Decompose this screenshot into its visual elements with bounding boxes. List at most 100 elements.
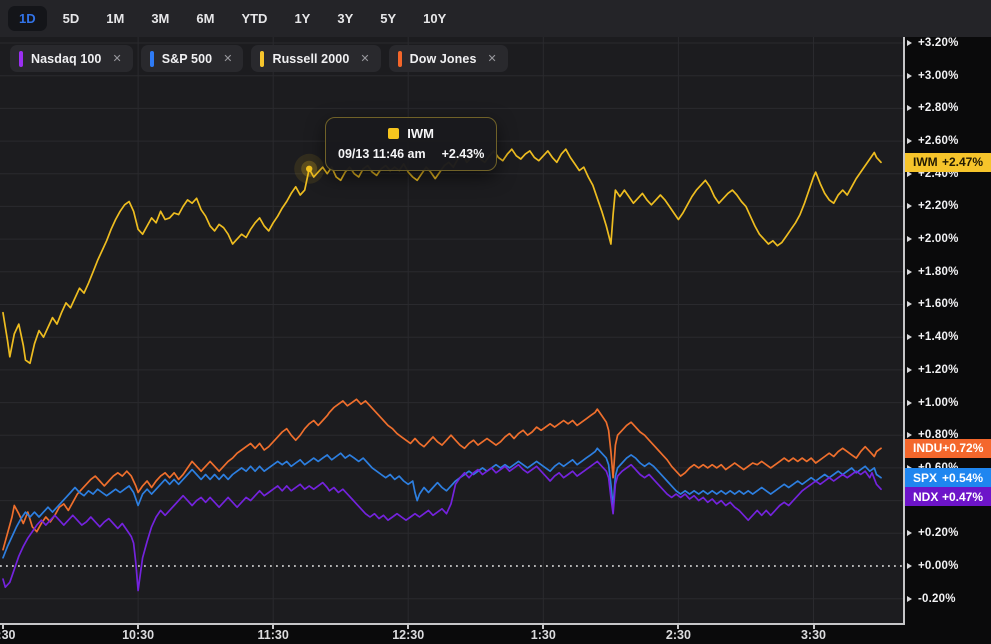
y-tick-label: +0.20% bbox=[918, 527, 959, 540]
y-tick-arrow-icon bbox=[907, 595, 912, 602]
chart-tooltip: IWM 09/13 11:46 am +2.43% bbox=[325, 117, 498, 171]
y-tick-1.80: +1.80% bbox=[905, 265, 959, 279]
x-axis: 9:30 10:30 11:30 12:30 1:30 2:30 3:30 bbox=[0, 623, 991, 644]
x-tick-label-11-30: 11:30 bbox=[257, 628, 289, 642]
ticker-chip-dow-jones[interactable]: Dow Jones ✕ bbox=[388, 45, 508, 72]
y-tick-label: +0.00% bbox=[918, 560, 959, 572]
chip-label: Dow Jones bbox=[409, 51, 477, 66]
y-tick-arrow-icon bbox=[907, 105, 912, 112]
range-button-10y[interactable]: 10Y bbox=[412, 6, 457, 31]
series-color-bar bbox=[19, 50, 23, 67]
x-tick-mark bbox=[812, 625, 815, 629]
y-tick-3.00: +3.00% bbox=[905, 69, 959, 83]
x-tick-mark bbox=[677, 625, 680, 629]
y-tick-arrow-icon bbox=[907, 268, 912, 275]
y-tick-arrow-icon bbox=[907, 72, 912, 79]
chart-plot-area[interactable]: Nasdaq 100 ✕ S&P 500 ✕ Russell 2000 ✕ Dow Jone… bbox=[0, 37, 903, 623]
tooltip-value: +2.43% bbox=[441, 147, 485, 161]
chart-region: Nasdaq 100 ✕ S&P 500 ✕ Russell 2000 ✕ Dow Jone… bbox=[0, 37, 991, 623]
y-tick-label: +3.20% bbox=[918, 37, 959, 49]
y-tick-label: +1.40% bbox=[918, 331, 959, 344]
y-tick-label: +2.80% bbox=[918, 102, 959, 115]
x-tick-label-3-30: 3:30 bbox=[800, 628, 827, 642]
tooltip-series-swatch bbox=[388, 128, 400, 139]
y-tick-arrow-icon bbox=[907, 170, 912, 177]
y-tick-label: +0.80% bbox=[918, 429, 959, 442]
range-button-5d[interactable]: 5D bbox=[52, 6, 91, 31]
y-tick-2.00: +2.00% bbox=[905, 232, 959, 246]
range-button-1y[interactable]: 1Y bbox=[283, 6, 321, 31]
y-axis: +3.20% +3.00% +2.80% +2.60% +2.40% +2.20% +2.0… bbox=[903, 37, 991, 623]
range-button-5y[interactable]: 5Y bbox=[369, 6, 407, 31]
chip-close-icon[interactable]: ✕ bbox=[223, 53, 233, 65]
y-tick-0.00: +0.00% bbox=[905, 559, 959, 573]
y-tick-label: +2.00% bbox=[918, 233, 959, 246]
y-tick-arrow-icon bbox=[907, 236, 912, 243]
badge-value: +0.47% bbox=[941, 489, 983, 504]
y-tick-label: +3.00% bbox=[918, 69, 959, 82]
y-tick-arrow-icon bbox=[907, 334, 912, 341]
range-button-ytd[interactable]: YTD bbox=[230, 6, 278, 31]
y-tick-arrow-icon bbox=[907, 138, 912, 145]
y-tick-arrow-icon bbox=[907, 366, 912, 373]
chart-canvas[interactable] bbox=[0, 37, 903, 623]
chip-label: Russell 2000 bbox=[272, 51, 350, 66]
x-tick-mark bbox=[542, 625, 545, 629]
chip-label: Nasdaq 100 bbox=[31, 51, 102, 66]
y-tick-label: +1.20% bbox=[918, 363, 959, 376]
tooltip-detail: 09/13 11:46 am +2.43% bbox=[338, 147, 484, 161]
x-tick-label-9-30: 9:30 bbox=[0, 628, 16, 642]
y-tick-0.20: +0.20% bbox=[905, 526, 959, 540]
y-tick-1.00: +1.00% bbox=[905, 396, 959, 410]
badge-symbol: NDX bbox=[913, 489, 939, 504]
chip-close-icon[interactable]: ✕ bbox=[487, 53, 497, 65]
x-tick-label-12-30: 12:30 bbox=[392, 628, 425, 642]
range-button-3m[interactable]: 3M bbox=[140, 6, 180, 31]
chip-close-icon[interactable]: ✕ bbox=[112, 53, 122, 65]
y-tick-arrow-icon bbox=[907, 399, 912, 406]
range-button-6m[interactable]: 6M bbox=[185, 6, 225, 31]
badge-value: +2.47% bbox=[941, 155, 983, 170]
ticker-chip-s-p-500[interactable]: S&P 500 ✕ bbox=[140, 45, 244, 72]
y-tick-label: -0.20% bbox=[918, 592, 956, 605]
x-tick-mark bbox=[2, 625, 4, 629]
y-tick-0.80: +0.80% bbox=[905, 428, 959, 442]
badge-value: +0.72% bbox=[942, 441, 984, 456]
price-badge-spx: SPX +0.54% bbox=[905, 468, 991, 488]
y-tick-1.20: +1.20% bbox=[905, 363, 959, 377]
chip-label: S&P 500 bbox=[161, 51, 213, 66]
range-button-3y[interactable]: 3Y bbox=[326, 6, 364, 31]
badge-symbol: IWM bbox=[913, 155, 938, 170]
y-tick-label: +2.20% bbox=[918, 200, 959, 213]
range-button-1m[interactable]: 1M bbox=[95, 6, 135, 31]
ticker-chip-row: Nasdaq 100 ✕ S&P 500 ✕ Russell 2000 ✕ Dow Jone… bbox=[10, 45, 508, 72]
x-tick-mark bbox=[407, 625, 410, 629]
y-tick-arrow-icon bbox=[907, 301, 912, 308]
x-tick-mark bbox=[137, 625, 140, 629]
price-badge-iwm: IWM +2.47% bbox=[905, 152, 991, 172]
y-tick-2.20: +2.20% bbox=[905, 199, 959, 213]
x-axis-line bbox=[0, 623, 905, 625]
series-color-bar bbox=[260, 50, 265, 67]
x-tick-label-2-30: 2:30 bbox=[665, 628, 691, 642]
x-tick-mark bbox=[272, 625, 275, 629]
tooltip-timestamp: 09/13 11:46 am bbox=[338, 147, 426, 161]
y-tick-label: +1.00% bbox=[918, 396, 959, 409]
ticker-chip-russell-2000[interactable]: Russell 2000 ✕ bbox=[251, 45, 381, 72]
y-tick-1.60: +1.60% bbox=[905, 297, 959, 311]
badge-symbol: SPX bbox=[913, 470, 938, 485]
price-badge-indu: INDU +0.72% bbox=[905, 438, 991, 458]
ticker-chip-nasdaq-100[interactable]: Nasdaq 100 ✕ bbox=[10, 45, 133, 72]
badge-symbol: INDU bbox=[913, 441, 943, 456]
series-color-bar bbox=[149, 50, 154, 67]
x-tick-label-10-30: 10:30 bbox=[122, 628, 155, 642]
y-tick-3.20: +3.20% bbox=[905, 37, 959, 50]
time-range-toolbar: 1D 5D 1M 3M 6M YTD 1Y 3Y 5Y 10Y bbox=[0, 0, 991, 37]
y-tick-arrow-icon bbox=[907, 40, 912, 46]
chip-close-icon[interactable]: ✕ bbox=[360, 53, 370, 65]
badge-value: +0.54% bbox=[941, 470, 983, 485]
range-button-1d[interactable]: 1D bbox=[8, 6, 47, 31]
y-tick-label: +1.80% bbox=[918, 265, 959, 278]
y-tick-arrow-icon bbox=[907, 464, 912, 471]
